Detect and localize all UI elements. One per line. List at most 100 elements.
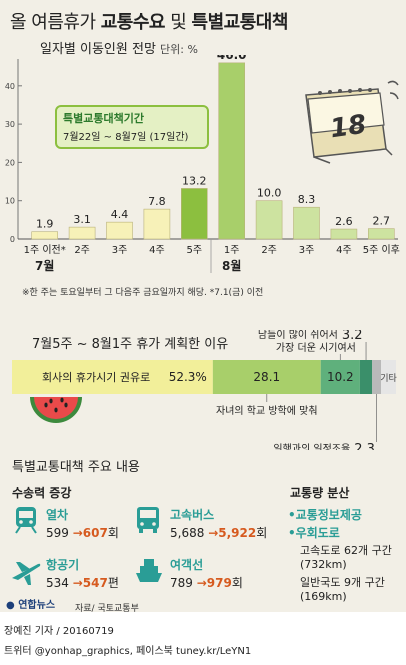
stack-segment (372, 360, 382, 394)
segment-value: 3.2 (342, 330, 363, 343)
title-prefix: 올 여름휴가 (10, 12, 101, 33)
airplane-icon (12, 562, 41, 585)
stack-segment (381, 360, 396, 394)
x-tick-label: 4주 (336, 245, 352, 256)
arrow-icon: → (196, 576, 207, 590)
mode-values-ship: 789 →979회 (170, 574, 243, 591)
bar (68, 226, 96, 240)
bar (293, 206, 320, 240)
bus-from: 5,688 (170, 526, 205, 540)
x-tick-label: 4주 (149, 245, 165, 256)
ship-to: 979 (206, 576, 232, 590)
segment-label: 가장 더운 시기여서 (276, 342, 356, 354)
train-icon (15, 507, 37, 534)
dist-national-road-km: (169km) (300, 590, 347, 603)
bar (31, 231, 59, 240)
reasons-title: 7월5주 ~ 8월1주 휴가 계획한 이유 (32, 337, 229, 352)
x-tick-label: 2주 (74, 245, 90, 256)
special-period-callout: 특별교통대책기간 7월22일 ~ 8월7일 (17일간) (55, 105, 209, 149)
bar-value-label: 8.3 (298, 193, 316, 206)
segment-value: 10.2 (327, 370, 354, 384)
segment-value: 2.3 (354, 442, 375, 450)
bar-value-label: 2.7 (373, 215, 391, 228)
segment-label: 일행과의 일정조율 (273, 443, 350, 450)
stack-segment (212, 360, 321, 394)
train-to: 607 (82, 526, 108, 540)
plane-from: 534 (46, 576, 69, 590)
bar (143, 208, 171, 240)
bar (181, 188, 208, 240)
dist-detour: •우회도로 (288, 526, 340, 540)
stack-segment (359, 360, 373, 394)
plane-unit: 편 (107, 576, 119, 590)
x-tick-label: 2주 (261, 245, 277, 256)
unit-label: 단위: % (160, 43, 198, 56)
arrow-icon: → (72, 576, 83, 590)
mode-name-ship: 여객선 (170, 558, 204, 572)
bus-unit: 회 (256, 526, 268, 540)
bar-value-label: 46.0 (217, 55, 247, 62)
x-tick-label: 5주 (187, 245, 203, 256)
segment-label: 회사의 휴가시기 권유로 (42, 371, 150, 384)
plane-to: 547 (82, 576, 108, 590)
stack-segment (320, 360, 360, 394)
month-label: 8월 (222, 258, 241, 273)
reasons-stacked-bar: 회사의 휴가시기 권유로 52.3% 28.1 자녀의 학교 방학에 맞춰 10.2 가장… (12, 330, 398, 450)
train-unit: 회 (107, 526, 119, 540)
arrow-icon: → (208, 526, 219, 540)
month-label: 7월 (35, 258, 54, 273)
stack-segment (12, 360, 213, 394)
bar-value-label: 13.2 (182, 174, 207, 187)
callout-title: 특별교통대책기간 (63, 112, 144, 125)
chart-subtitle: 일자별 이동인원 전망 단위: % (40, 38, 198, 57)
arrow-icon: → (72, 526, 83, 540)
segment-label: 기타 (380, 373, 397, 384)
mode-values-train: 599 →607회 (46, 524, 119, 541)
mode-values-plane: 534 →547편 (46, 574, 119, 591)
dist-traffic-info: •교통정보제공 (288, 508, 362, 522)
bar (106, 221, 133, 240)
mode-name-plane: 항공기 (46, 558, 80, 572)
ship-icon (136, 559, 162, 582)
segment-label: 남들이 많이 쉬어서 (258, 330, 338, 341)
bar (255, 200, 283, 240)
bar-value-label: 1.9 (36, 218, 54, 231)
dist-highway-km: (732km) (300, 558, 347, 571)
y-tick-label: 20 (5, 158, 15, 167)
train-from: 599 (46, 526, 69, 540)
bar-value-label: 2.6 (335, 215, 353, 228)
title-bold-1: 교통수요 (100, 12, 166, 33)
dist-highway: 고속도로 62개 구간 (300, 544, 392, 557)
daily-travel-bar-chart: 0 10 20 30 40 1.9 1주 이전* 3.1 2주 4.4 3주 7.8 4주 13.2 5주 4… (5, 55, 400, 273)
x-tick-label: 5주 이후 (363, 244, 400, 256)
segment-value: 28.1 (253, 370, 280, 384)
x-tick-label: 3주 (112, 245, 128, 256)
mode-name-bus: 고속버스 (170, 508, 215, 522)
logo-text: 연합뉴스 (18, 600, 56, 611)
page-title: 올 여름휴가 교통수요 및 특별교통대책 (10, 8, 288, 34)
bar (330, 228, 358, 240)
bar-value-label: 4.4 (111, 208, 129, 221)
y-tick-label: 40 (5, 82, 15, 91)
title-mid: 및 (165, 12, 192, 33)
mode-values-bus: 5,688 →5,922회 (170, 524, 267, 541)
subtitle-text: 일자별 이동인원 전망 (40, 42, 156, 57)
bar (218, 62, 245, 240)
segment-label: 자녀의 학교 방학에 맞춰 (216, 405, 318, 417)
distribution-heading: 교통량 분산 (290, 486, 350, 500)
x-tick-label: 1주 이전* (24, 244, 66, 256)
bus-to: 5,922 (218, 526, 257, 540)
calendar-day: 18 (328, 110, 368, 145)
ship-from: 789 (170, 576, 193, 590)
calendar-icon: 18 (305, 80, 399, 164)
bus-icon (137, 507, 159, 533)
x-tick-label: 1주 (224, 245, 240, 256)
callout-period: 7월22일 ~ 8월7일 (17일간) (63, 132, 189, 143)
source-label: 자료/ 국토교통부 (75, 604, 139, 614)
bar-value-label: 7.8 (148, 195, 166, 208)
ship-unit: 회 (231, 576, 243, 590)
title-bold-2: 특별교통대책 (191, 12, 289, 33)
bar (367, 228, 395, 240)
y-tick-label: 30 (5, 120, 15, 129)
watermelon-icon (30, 397, 82, 423)
